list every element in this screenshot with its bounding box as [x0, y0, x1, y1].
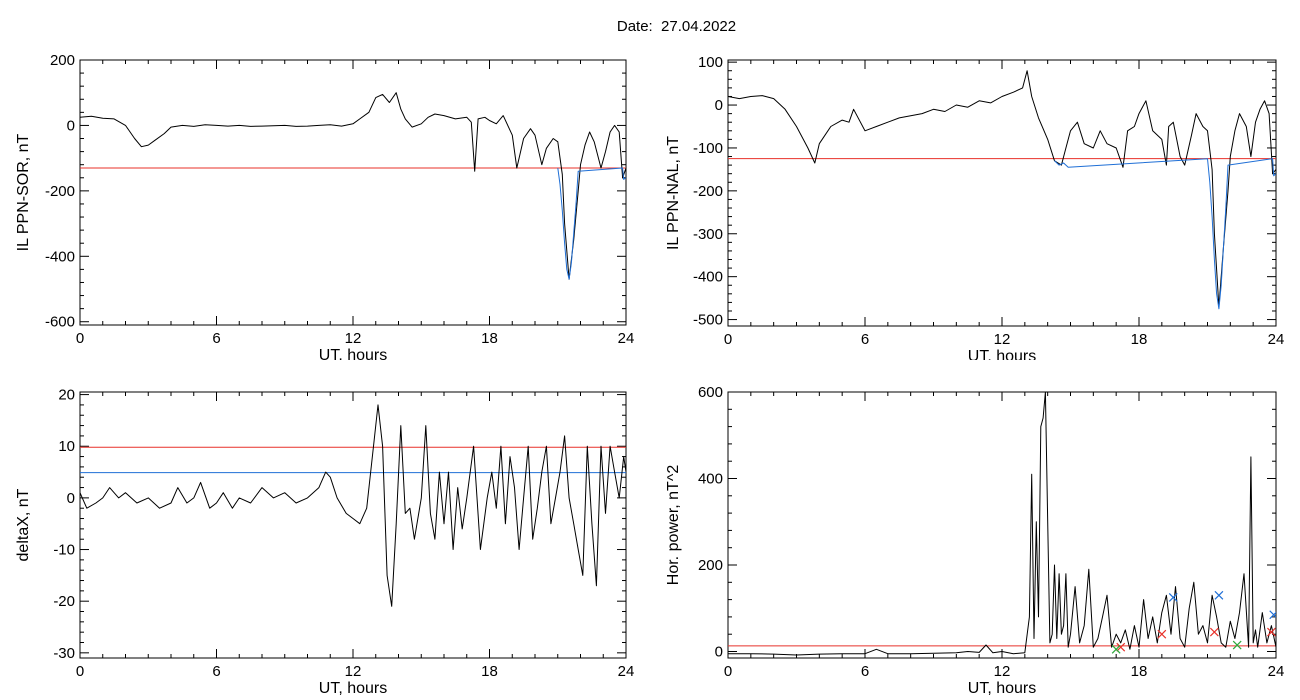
y-tick-label: -600	[45, 314, 75, 331]
y-tick-label: 0	[67, 490, 75, 507]
plot-frame	[727, 391, 1277, 659]
plot-area	[80, 404, 626, 607]
chart-il-ppn-nal: 0 6 12 18 24 100 0 -100 -200 -300 -400 -500 UT, hour…	[665, 54, 1285, 360]
plot-area	[728, 70, 1276, 310]
x-axis-label: UT, hours	[319, 347, 387, 360]
x-tick-label: 18	[481, 330, 498, 347]
series-line	[557, 167, 626, 280]
marker-stroke	[1209, 627, 1219, 637]
x-tick-label: 0	[724, 663, 732, 680]
y-tick-label: 100	[698, 54, 723, 71]
y-tick-label: 0	[67, 117, 75, 134]
series-line	[80, 404, 626, 607]
marker-stroke	[1232, 640, 1242, 650]
series-line	[728, 70, 1276, 308]
x-tick-label: 24	[1268, 331, 1285, 348]
x-tick-label: 12	[345, 663, 362, 680]
chart-deltax: 0 6 12 18 24 20 10 0 -10 -20 -30 UT, hours deltaX, n…	[15, 387, 635, 697]
x-tick-label: 24	[618, 330, 635, 347]
x-tick-label: 24	[618, 663, 635, 680]
y-tick-label: -10	[53, 542, 75, 559]
y-axis-label: deltaX, nT	[15, 488, 32, 561]
data-point-marker	[1157, 629, 1167, 639]
x-axis-label: UT, hours	[968, 348, 1036, 360]
data-point-marker	[1116, 642, 1126, 652]
x-tick-label: 18	[1131, 331, 1148, 348]
marker-stroke	[1168, 593, 1178, 602]
x-tick-label: 24	[1268, 663, 1285, 680]
x-tick-label: 0	[76, 330, 84, 347]
x-tick-label: 6	[212, 663, 220, 680]
y-tick-label: 10	[58, 438, 75, 455]
x-axis-label: UT, hours	[968, 680, 1036, 697]
x-tick-label: 0	[724, 331, 732, 348]
y-tick-label: -30	[53, 645, 75, 662]
y-tick-label: -200	[693, 183, 723, 200]
marker-stroke	[1116, 642, 1126, 652]
x-tick-label: 12	[994, 331, 1011, 348]
y-tick-label: -20	[53, 593, 75, 610]
data-point-marker	[1111, 644, 1121, 654]
y-tick-label: -400	[45, 248, 75, 265]
marker-stroke	[1111, 644, 1121, 654]
x-tick-label: 6	[861, 331, 869, 348]
y-tick-label: 20	[58, 387, 75, 404]
data-point-marker	[1267, 627, 1276, 637]
y-tick-label: 0	[715, 97, 723, 114]
y-axis-label: IL PPN-NAL, nT	[665, 136, 682, 250]
series-line	[80, 92, 626, 280]
data-point-marker	[1209, 627, 1219, 637]
y-axis-label: Hor. power, nT^2	[665, 465, 682, 586]
marker-stroke	[1214, 590, 1224, 600]
x-tick-label: 0	[76, 663, 84, 680]
y-tick-label: -100	[693, 140, 723, 157]
data-point-marker	[1269, 610, 1276, 620]
y-tick-label: 400	[698, 471, 723, 488]
x-tick-label: 6	[212, 330, 220, 347]
x-tick-label: 18	[1131, 663, 1148, 680]
x-tick-label: 6	[861, 663, 869, 680]
plot-frame	[727, 59, 1277, 327]
y-tick-label: -200	[45, 183, 75, 200]
x-tick-label: 12	[994, 663, 1011, 680]
data-point-marker	[1168, 593, 1178, 602]
plot-area	[80, 92, 626, 280]
series-line	[1054, 158, 1276, 310]
plot-frame	[79, 59, 627, 326]
y-tick-label: 200	[698, 557, 723, 574]
chart-hor-power: 0 6 12 18 24 600 400 200 0 UT, hours Hor. power, n…	[665, 384, 1285, 697]
y-tick-label: 200	[50, 52, 75, 69]
x-axis-label: UT, hours	[319, 680, 387, 697]
page-title: Date: 27.04.2022	[616, 18, 737, 35]
y-tick-label: -500	[693, 312, 723, 329]
plot-frame	[79, 391, 627, 659]
x-tick-label: 12	[345, 330, 362, 347]
plot-area	[728, 392, 1276, 656]
marker-stroke	[1157, 629, 1167, 639]
y-tick-label: -300	[693, 226, 723, 243]
y-tick-label: 600	[698, 384, 723, 401]
y-tick-label: 0	[715, 644, 723, 661]
data-point-marker	[1214, 590, 1224, 600]
chart-il-ppn-sor: 0 6 12 18 24 200 0 -200 -400 -600 UT, hours IL PPN-…	[15, 52, 635, 360]
y-tick-label: -400	[693, 269, 723, 286]
data-point-marker	[1232, 640, 1242, 650]
marker-stroke	[1267, 627, 1276, 637]
series-line	[728, 392, 1276, 656]
y-axis-label: IL PPN-SOR, nT	[15, 133, 32, 251]
marker-stroke	[1269, 611, 1276, 620]
x-tick-label: 18	[481, 663, 498, 680]
